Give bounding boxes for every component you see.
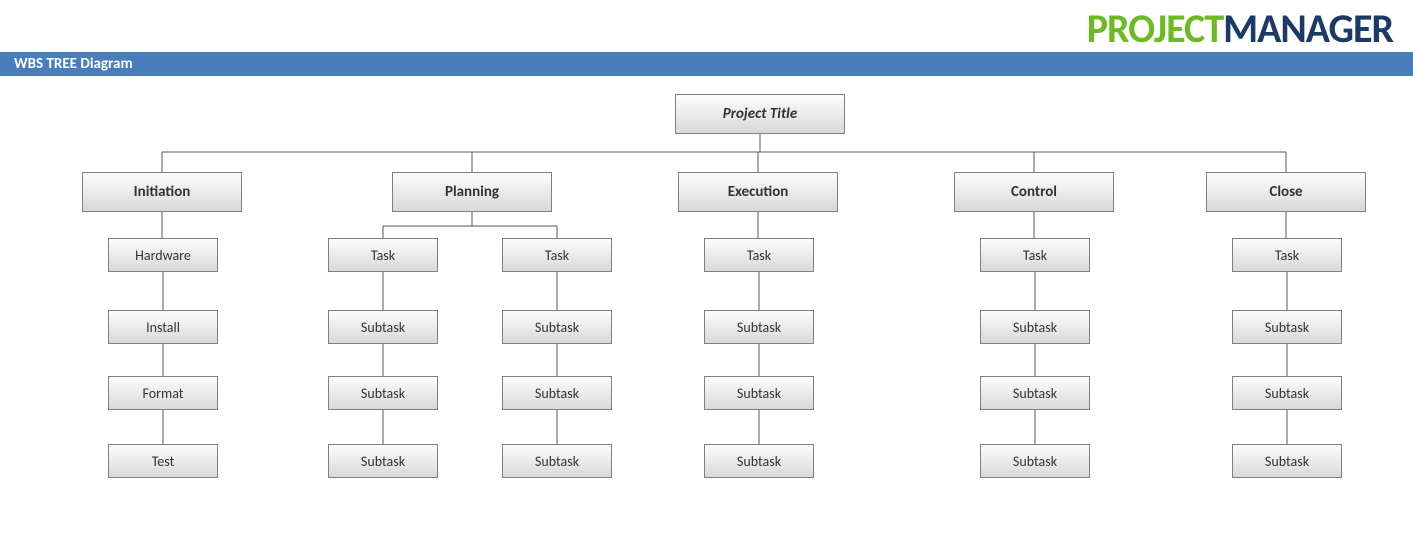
phase-3: Control	[954, 172, 1114, 212]
phase-0-label: Initiation	[134, 183, 191, 201]
title-node-label: Project Title	[723, 105, 798, 123]
phase-3-task-3: Subtask	[980, 444, 1090, 478]
phase-1-branch-1-task-1-label: Subtask	[535, 319, 579, 336]
title-node: Project Title	[675, 94, 845, 134]
banner: WBS TREE Diagram	[0, 52, 1413, 76]
phase-0-task-3: Test	[108, 444, 218, 478]
phase-3-task-0: Task	[980, 238, 1090, 272]
phase-3-task-3-label: Subtask	[1013, 453, 1057, 470]
phase-4-label: Close	[1269, 183, 1302, 201]
phase-2: Execution	[678, 172, 838, 212]
phase-4-task-3: Subtask	[1232, 444, 1342, 478]
phase-3-task-0-label: Task	[1023, 247, 1047, 264]
phase-1-branch-0-task-1: Subtask	[328, 310, 438, 344]
phase-3-task-1: Subtask	[980, 310, 1090, 344]
phase-0-task-0: Hardware	[108, 238, 218, 272]
phase-1: Planning	[392, 172, 552, 212]
phase-2-label: Execution	[728, 183, 789, 201]
phase-2-task-3: Subtask	[704, 444, 814, 478]
phase-1-branch-1-task-0: Task	[502, 238, 612, 272]
logo-word-1: PROJECT	[1087, 4, 1223, 53]
phase-2-task-2: Subtask	[704, 376, 814, 410]
phase-3-label: Control	[1011, 183, 1057, 201]
phase-0-task-1: Install	[108, 310, 218, 344]
phase-1-label: Planning	[445, 183, 499, 201]
phase-0-task-2: Format	[108, 376, 218, 410]
phase-1-branch-1-task-2: Subtask	[502, 376, 612, 410]
phase-3-task-2-label: Subtask	[1013, 385, 1057, 402]
phase-1-branch-0-task-0: Task	[328, 238, 438, 272]
phase-0-task-2-label: Format	[143, 385, 184, 402]
phase-4-task-1: Subtask	[1232, 310, 1342, 344]
phase-2-task-1-label: Subtask	[737, 319, 781, 336]
logo-word-2: MANAGER	[1223, 4, 1393, 53]
phase-4-task-2-label: Subtask	[1265, 385, 1309, 402]
phase-0-task-3-label: Test	[152, 453, 175, 470]
phase-4-task-0-label: Task	[1275, 247, 1299, 264]
phase-1-branch-1-task-2-label: Subtask	[535, 385, 579, 402]
phase-1-branch-1-task-3: Subtask	[502, 444, 612, 478]
phase-4: Close	[1206, 172, 1366, 212]
phase-1-branch-0-task-2: Subtask	[328, 376, 438, 410]
phase-4-task-0: Task	[1232, 238, 1342, 272]
phase-4-task-2: Subtask	[1232, 376, 1342, 410]
phase-1-branch-1-task-1: Subtask	[502, 310, 612, 344]
phase-4-task-3-label: Subtask	[1265, 453, 1309, 470]
phase-0-task-1-label: Install	[146, 319, 180, 336]
phase-0-task-0-label: Hardware	[135, 247, 191, 264]
phase-2-task-0: Task	[704, 238, 814, 272]
phase-1-branch-1-task-3-label: Subtask	[535, 453, 579, 470]
logo: PROJECTMANAGER	[1087, 4, 1393, 53]
phase-1-branch-0-task-3: Subtask	[328, 444, 438, 478]
phase-0: Initiation	[82, 172, 242, 212]
phase-4-task-1-label: Subtask	[1265, 319, 1309, 336]
phase-3-task-1-label: Subtask	[1013, 319, 1057, 336]
phase-2-task-0-label: Task	[747, 247, 771, 264]
phase-1-branch-0-task-3-label: Subtask	[361, 453, 405, 470]
phase-1-branch-0-task-1-label: Subtask	[361, 319, 405, 336]
phase-2-task-3-label: Subtask	[737, 453, 781, 470]
phase-1-branch-1-task-0-label: Task	[545, 247, 569, 264]
phase-2-task-2-label: Subtask	[737, 385, 781, 402]
phase-1-branch-0-task-2-label: Subtask	[361, 385, 405, 402]
banner-text: WBS TREE Diagram	[14, 55, 133, 73]
phase-2-task-1: Subtask	[704, 310, 814, 344]
phase-1-branch-0-task-0-label: Task	[371, 247, 395, 264]
phase-3-task-2: Subtask	[980, 376, 1090, 410]
